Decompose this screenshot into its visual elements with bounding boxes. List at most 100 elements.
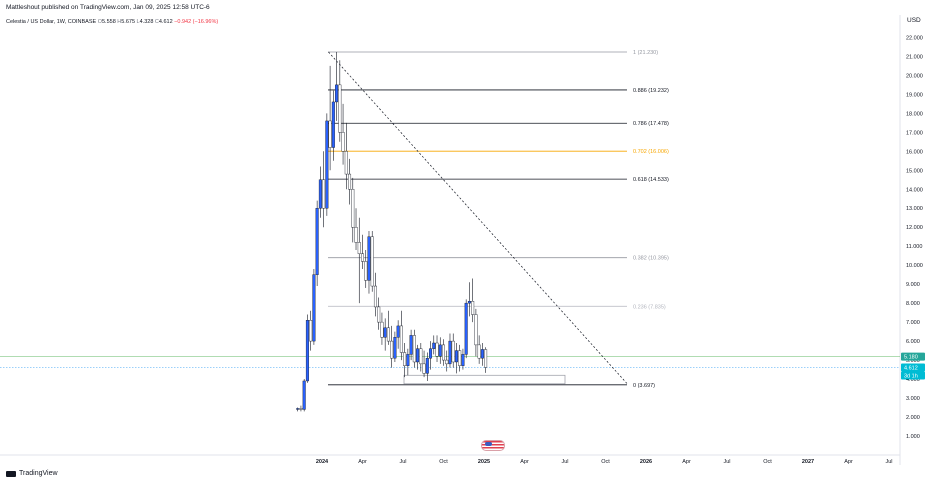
candle-body	[370, 236, 374, 287]
y-tick-label: 18.000	[906, 111, 923, 117]
candle-body	[390, 340, 394, 359]
candle-body	[406, 354, 410, 366]
candle-body	[386, 327, 390, 342]
candle-body	[464, 302, 468, 355]
x-tick-label: Oct	[439, 459, 448, 465]
x-tick-label: 2024	[316, 459, 329, 465]
candle-body	[419, 348, 423, 365]
fib-level-label: 1 (21.230)	[633, 50, 658, 56]
candle-body	[328, 120, 332, 148]
candle-body	[425, 357, 429, 374]
y-tick-label: 15.000	[906, 168, 923, 174]
candle-body	[467, 301, 471, 304]
candle-body	[309, 320, 313, 342]
candle-body	[331, 101, 335, 148]
candle-body	[461, 354, 465, 366]
candle-body	[325, 120, 329, 209]
y-tick-label: 2.000	[906, 415, 920, 421]
ohlc-values: O5.558 H5.675 L4.328 C4.612	[98, 19, 173, 25]
candle-body	[451, 340, 455, 363]
candle-body	[445, 359, 449, 365]
price-change: −0.942 (−16.96%)	[174, 19, 219, 25]
candle-body	[438, 344, 442, 357]
y-tick-label: 7.000	[906, 320, 920, 326]
ohlc-value-l: 4.328	[139, 19, 154, 25]
y-tick-label: 8.000	[906, 301, 920, 307]
currency-label: USD	[907, 17, 921, 24]
tradingview-logo[interactable]: TradingView	[6, 470, 58, 477]
candle-body	[448, 340, 452, 365]
candle-body	[403, 352, 407, 366]
price-tag-label: 3d 1h	[904, 373, 918, 379]
x-tick-label: 2027	[802, 459, 814, 465]
y-tick-label: 21.000	[906, 54, 923, 60]
y-tick-label: 11.000	[906, 244, 922, 250]
x-tick-label: Jul	[723, 459, 730, 465]
candle-body	[322, 179, 326, 209]
ohlc-key-l: L	[135, 19, 140, 25]
candle-body	[354, 227, 358, 243]
candle-body	[422, 363, 426, 374]
candle-body	[474, 314, 478, 346]
x-tick-label: Apr	[682, 459, 691, 465]
price-tag-label: 4.612	[904, 365, 918, 371]
y-tick-label: 5.000	[906, 358, 920, 364]
y-tick-label: 1.000	[906, 434, 920, 440]
x-tick-label: Jul	[561, 459, 568, 465]
candle-body	[338, 84, 342, 133]
y-tick-label: 10.000	[906, 263, 923, 269]
x-tick-label: 2026	[640, 459, 652, 465]
candle-body	[367, 236, 371, 281]
range-box	[403, 374, 566, 385]
x-tick-label: Jul	[885, 459, 892, 465]
candle-body	[409, 335, 413, 355]
us-flag-icon[interactable]	[481, 440, 505, 451]
price-tag-label: 5.180	[904, 355, 918, 361]
x-tick-label: Jul	[399, 459, 406, 465]
candle-body	[412, 335, 416, 363]
candle-body	[393, 337, 397, 359]
x-tick-label: Apr	[358, 459, 367, 465]
y-tick-label: 9.000	[906, 282, 920, 288]
y-tick-label: 12.000	[906, 225, 923, 231]
candle-body	[442, 344, 446, 361]
candle-body	[435, 342, 439, 357]
candle-body	[399, 325, 403, 353]
candle-body	[335, 84, 339, 103]
candle-body	[318, 179, 322, 209]
candle-body	[348, 173, 352, 190]
candle-body	[458, 350, 462, 366]
y-tick-label: 13.000	[906, 206, 923, 212]
candle-body	[341, 132, 345, 152]
fib-level-label: 0.786 (17.478)	[633, 121, 669, 127]
candle-body	[305, 320, 309, 382]
ohlc-key-h: H	[115, 19, 122, 25]
candle-body	[299, 408, 303, 410]
y-tick-label: 3.000	[906, 396, 920, 402]
y-tick-label: 4.000	[906, 377, 920, 383]
x-tick-label: Apr	[520, 459, 529, 465]
y-tick-label: 22.000	[906, 35, 923, 41]
y-tick-label: 16.000	[906, 149, 923, 155]
candle-body	[302, 380, 306, 410]
candle-body	[432, 342, 436, 349]
fib-level-label: 0.886 (19.232)	[633, 88, 669, 94]
ohlc-value-c: 4.612	[158, 19, 173, 25]
candle-body	[373, 285, 377, 308]
price-tag-bg	[901, 371, 925, 380]
candle-body	[380, 321, 384, 338]
tradingview-logo-icon	[6, 470, 16, 477]
y-tick-label: 6.000	[906, 339, 920, 345]
ohlc-value-h: 5.675	[121, 19, 136, 25]
x-tick-label: Oct	[763, 459, 772, 465]
x-tick-label: Apr	[844, 459, 853, 465]
fib-level-label: 0.236 (7.835)	[633, 304, 666, 310]
fib-level-label: 0.382 (10.395)	[633, 256, 669, 262]
y-tick-label: 14.000	[906, 187, 923, 193]
candle-body	[351, 189, 355, 228]
candle-body	[416, 348, 420, 363]
candle-body	[480, 349, 484, 359]
fib-level-label: 0.618 (14.533)	[633, 177, 669, 183]
candle-body	[344, 151, 348, 175]
